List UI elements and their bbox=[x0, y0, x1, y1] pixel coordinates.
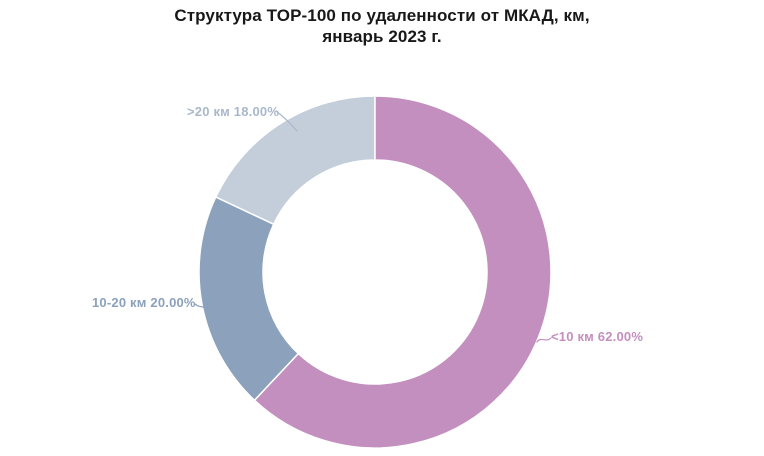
chart-title-line1: Структура TOP-100 по удаленности от МКАД… bbox=[174, 6, 590, 25]
donut-slice-0[interactable] bbox=[253, 95, 552, 449]
slice-label-over20: >20 км 18.00% bbox=[187, 104, 280, 119]
slice-label-under10: <10 км 62.00% bbox=[551, 329, 644, 344]
slice-label-10-20: 10-20 км 20.00% bbox=[92, 295, 196, 310]
chart-title: Структура TOP-100 по удаленности от МКАД… bbox=[0, 5, 764, 47]
donut-slice-1[interactable] bbox=[198, 196, 300, 402]
leader-line-over20 bbox=[275, 110, 298, 132]
leader-line-under10 bbox=[536, 337, 552, 343]
leader-line-10-20 bbox=[194, 303, 213, 311]
chart-title-line2: январь 2023 г. bbox=[322, 27, 442, 46]
